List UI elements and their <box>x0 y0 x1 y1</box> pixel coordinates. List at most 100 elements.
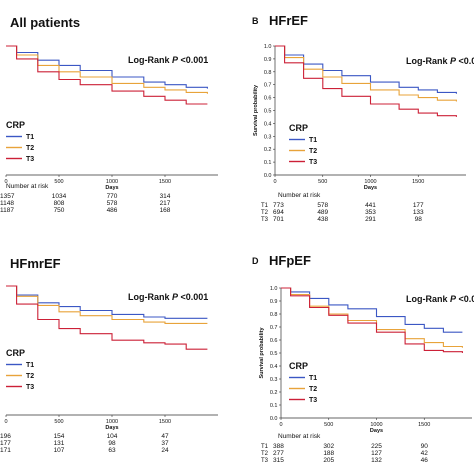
risk-table-cell: 154 <box>54 433 65 440</box>
y-tick-label: 0.6 <box>270 338 278 344</box>
risk-table-cell: 315 <box>273 457 284 464</box>
x-tick-label: 500 <box>54 179 63 185</box>
risk-table-cell: 694 <box>273 209 284 216</box>
series-line-t3 <box>6 285 208 350</box>
risk-table-cell: 314 <box>160 193 171 200</box>
legend-label-t2: T2 <box>309 386 317 393</box>
panel-title: HFpEF <box>269 253 311 268</box>
risk-group-label: T3 <box>261 217 269 223</box>
panel-1: All patients 0 500 1000 1500 Days Log-Rank P <… <box>0 15 218 214</box>
risk-table-cell: 486 <box>107 207 118 214</box>
series-line-t1 <box>6 45 208 89</box>
legend-label-t3: T3 <box>26 384 34 391</box>
legend-label-t3: T3 <box>309 159 317 166</box>
y-tick-label: 0.0 <box>270 416 278 422</box>
y-tick-label: 0.9 <box>270 299 278 305</box>
risk-table-title: Number at risk <box>6 183 49 190</box>
y-tick-label: 0.3 <box>270 377 278 383</box>
panel-title: All patients <box>10 15 80 30</box>
risk-group-label: T2 <box>261 451 269 457</box>
risk-table-cell: 291 <box>365 216 376 223</box>
y-tick-label: 1.0 <box>270 286 278 292</box>
legend-label-t2: T2 <box>26 145 34 152</box>
risk-table-cell: 1148 <box>0 200 14 207</box>
risk-table-cell: 196 <box>0 433 11 440</box>
risk-table-cell: 750 <box>54 207 65 214</box>
x-tick-label: 500 <box>324 422 333 428</box>
x-tick-label: 1500 <box>159 179 171 185</box>
risk-table-cell: 127 <box>371 450 382 457</box>
y-tick-label: 0.7 <box>264 83 272 89</box>
x-axis-title: Days <box>364 185 377 191</box>
panel-4: D HFpEF 0 500 1000 1500 Days 0.0 0.1 0.2 0.3 0.4 0.5… <box>252 253 474 464</box>
panel-title: HFrEF <box>269 13 308 28</box>
x-tick-label: 500 <box>318 179 327 185</box>
x-tick-label: 1000 <box>364 179 376 185</box>
x-tick-label: 1500 <box>418 422 430 428</box>
risk-table-cell: 46 <box>421 457 429 464</box>
risk-table-cell: 47 <box>161 433 169 440</box>
y-tick-label: 0.3 <box>264 134 272 140</box>
y-tick-label: 0.1 <box>264 160 272 166</box>
legend-label-t1: T1 <box>309 137 317 144</box>
y-tick-label: 0.1 <box>270 403 278 409</box>
risk-table-cell: 770 <box>107 193 118 200</box>
panel-letter: B <box>252 16 259 26</box>
x-tick-label: 0 <box>273 179 276 185</box>
x-axis-title: Days <box>105 425 118 431</box>
legend-label-t1: T1 <box>26 134 34 141</box>
y-tick-label: 1.0 <box>264 44 272 50</box>
risk-table-cell: 441 <box>365 202 376 209</box>
risk-table-cell: 388 <box>273 443 284 450</box>
risk-group-label: T2 <box>261 210 269 216</box>
series-line-t2 <box>6 285 208 324</box>
y-axis-title: Survival probability <box>253 84 259 136</box>
x-tick-label: 1000 <box>370 422 382 428</box>
risk-table-cell: 42 <box>421 450 429 457</box>
y-tick-label: 0.2 <box>264 147 272 153</box>
y-tick-label: 0.6 <box>264 96 272 102</box>
y-tick-label: 0.4 <box>264 121 272 127</box>
risk-table-cell: 489 <box>317 209 328 216</box>
risk-table-cell: 37 <box>161 440 169 447</box>
y-axis-title: Survival probability <box>259 327 265 379</box>
x-tick-label: 1000 <box>106 419 118 425</box>
panel-3: HFmrEF 0 500 1000 1500 Days Log-Rank P <0.001 C… <box>0 256 218 454</box>
risk-table-cell: 104 <box>107 433 118 440</box>
x-tick-label: 500 <box>54 419 63 425</box>
risk-table-cell: 225 <box>371 443 382 450</box>
risk-table-cell: 177 <box>0 440 11 447</box>
series-line-t3 <box>6 45 208 105</box>
x-tick-label: 0 <box>4 419 7 425</box>
x-axis-title: Days <box>370 428 383 434</box>
x-tick-label: 1000 <box>106 179 118 185</box>
risk-table-cell: 131 <box>54 440 65 447</box>
series-line-t1 <box>275 45 457 94</box>
risk-table-cell: 107 <box>54 447 65 454</box>
series-line-t2 <box>275 45 457 102</box>
risk-table-cell: 171 <box>0 447 11 454</box>
panel-title: HFmrEF <box>10 256 61 271</box>
risk-table-cell: 578 <box>317 202 328 209</box>
risk-table-cell: 205 <box>323 457 334 464</box>
risk-table-cell: 1034 <box>52 193 67 200</box>
risk-table-cell: 132 <box>371 457 382 464</box>
logrank-annotation: Log-Rank P <0.001 <box>128 292 208 302</box>
legend-title: CRP <box>6 348 25 358</box>
y-tick-label: 0.5 <box>270 351 278 357</box>
y-tick-label: 0.8 <box>264 70 272 76</box>
risk-table-title: Number at risk <box>278 433 321 440</box>
risk-table-cell: 302 <box>323 443 334 450</box>
y-tick-label: 0.5 <box>264 109 272 115</box>
risk-table-cell: 578 <box>107 200 118 207</box>
risk-group-label: T3 <box>261 458 269 464</box>
series-line-t1 <box>281 287 463 333</box>
risk-table-cell: 24 <box>161 447 169 454</box>
y-tick-label: 0.9 <box>264 57 272 63</box>
risk-table-cell: 773 <box>273 202 284 209</box>
x-axis-title: Days <box>105 185 118 191</box>
series-line-t3 <box>281 287 463 353</box>
legend-label-t1: T1 <box>26 362 34 369</box>
risk-table-cell: 353 <box>365 209 376 216</box>
logrank-annotation: Log-Rank P <0.001 <box>128 55 208 65</box>
